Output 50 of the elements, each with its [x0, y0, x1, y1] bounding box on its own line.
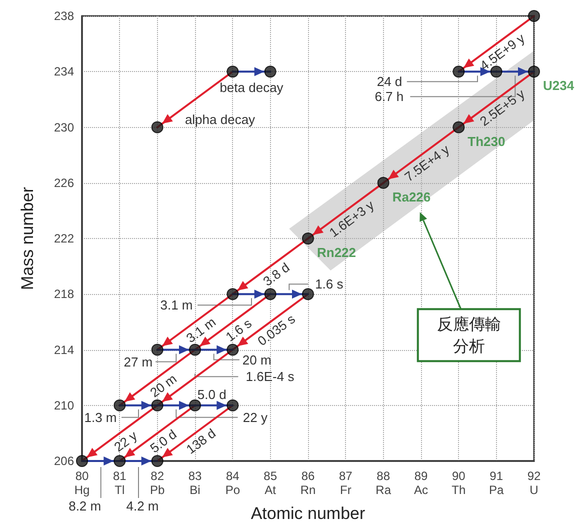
y-tick-label: 234	[54, 64, 74, 79]
annotation: 1.6 s	[315, 276, 344, 292]
data-label: Th230	[468, 134, 506, 149]
annotation: 22 y	[242, 410, 268, 425]
x-tick-label: 89 Ac	[414, 469, 428, 497]
data-label: Rn222	[317, 245, 356, 260]
annotation: beta decay	[220, 80, 284, 96]
y-tick-label: 226	[54, 176, 74, 190]
x-tick-label: 86 Rn	[300, 469, 316, 497]
x-tick-label: 91 Pa	[488, 469, 504, 497]
data-label: U234	[543, 78, 575, 94]
x-axis-title: Atomic number	[250, 504, 366, 523]
x-tick-label: 83 Bi	[188, 469, 202, 497]
y-tick-label: 214	[54, 342, 74, 357]
x-tick-label: 84 Po	[225, 469, 240, 497]
x-tick-label: 81 Tl	[112, 469, 127, 497]
x-tick-label: 82 Pb	[150, 469, 165, 497]
annotation: 22 y	[111, 428, 140, 455]
annotation: alpha decay	[184, 112, 256, 127]
x-tick-label: 90 Th	[452, 469, 466, 497]
x-tick-label: 80 Hg	[74, 469, 90, 497]
annotation: 20 m	[242, 352, 272, 368]
annotation: 1.6 s	[222, 315, 255, 344]
data-label: Ra226	[392, 189, 431, 204]
annotation: 1.6E-4 s	[246, 369, 295, 384]
x-tick-label: 85 At	[264, 469, 278, 497]
annotation: 24 d	[376, 74, 402, 90]
annotation: 3.1 m	[183, 314, 218, 346]
y-tick-label: 210	[54, 398, 74, 412]
annotation: 138 d	[183, 426, 218, 457]
annotation: 反應傳輸分析	[436, 314, 501, 356]
annotation: 20 m	[147, 370, 180, 400]
annotation: 3.8 d	[260, 260, 292, 289]
x-tick-label: 92 U	[527, 469, 541, 497]
x-tick-label: 88 Ra	[376, 469, 392, 497]
y-tick-label: 206	[54, 454, 74, 468]
y-tick-label: 218	[54, 287, 74, 302]
annotation: 8.2 m	[68, 498, 102, 514]
annotation: 1.3 m	[84, 410, 117, 425]
annotation: 5.0 d	[147, 426, 180, 456]
y-tick-label: 230	[54, 120, 74, 134]
annotation: 3.1 m	[160, 298, 193, 313]
annotation: 5.0 d	[197, 386, 226, 402]
annotation: 27 m	[124, 354, 153, 370]
annotation: 4.2 m	[126, 498, 159, 514]
y-tick-label: 238	[54, 9, 74, 23]
x-tick-label: 87 Fr	[338, 469, 353, 497]
annotation: 6.7 h	[374, 89, 404, 104]
y-axis-title: Mass number	[18, 186, 37, 290]
y-tick-label: 222	[54, 232, 74, 246]
